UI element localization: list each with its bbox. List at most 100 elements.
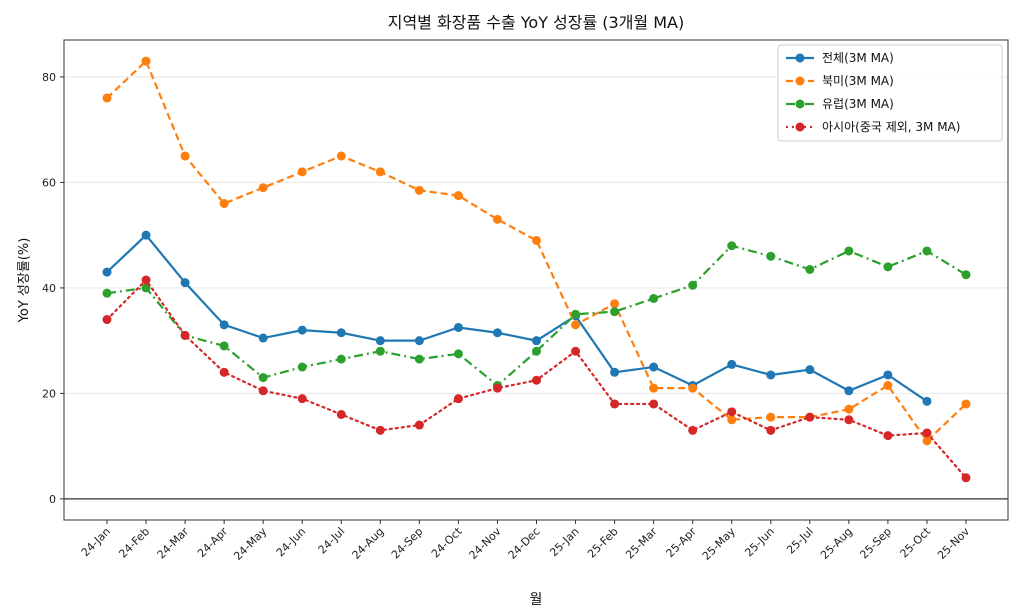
x-tick-label: 25-Sep	[857, 525, 894, 562]
chart-title: 지역별 화장품 수출 YoY 성장률 (3개월 MA)	[388, 13, 685, 32]
y-axis-ticks: 0 20 40 60 80	[42, 71, 64, 506]
data-point	[258, 386, 268, 396]
legend-marker	[795, 122, 805, 132]
x-tick-label: 25-Feb	[585, 525, 621, 561]
data-point	[649, 293, 659, 303]
legend-marker	[795, 99, 805, 109]
data-point	[297, 167, 307, 177]
data-point	[844, 386, 854, 396]
data-point	[375, 336, 385, 346]
data-point	[492, 328, 502, 338]
data-point	[610, 367, 620, 377]
data-point	[922, 246, 932, 256]
data-point	[336, 410, 346, 420]
x-tick-label: 24-Feb	[116, 525, 152, 561]
x-tick-label: 24-Mar	[155, 525, 192, 562]
data-point	[102, 315, 112, 325]
data-point	[688, 383, 698, 393]
data-point	[610, 299, 620, 309]
data-point	[922, 436, 932, 446]
series-dashdot	[102, 241, 971, 390]
data-point	[883, 370, 893, 380]
data-point	[688, 280, 698, 290]
data-point	[180, 330, 190, 340]
legend-marker	[795, 76, 805, 86]
data-point	[961, 473, 971, 483]
data-point	[844, 246, 854, 256]
legend-label: 아시아(중국 제외, 3M MA)	[822, 120, 960, 134]
data-point	[532, 375, 541, 385]
y-tick-label: 80	[42, 71, 56, 84]
data-point	[961, 399, 971, 409]
data-point	[453, 349, 463, 359]
data-point	[922, 396, 932, 406]
data-point	[844, 404, 854, 414]
data-point	[766, 370, 776, 380]
data-point	[453, 394, 463, 404]
data-point	[297, 325, 307, 335]
data-point	[766, 251, 776, 261]
data-point	[219, 367, 229, 377]
x-tick-label: 25-Jan	[547, 525, 581, 559]
data-point	[805, 264, 815, 274]
data-point	[102, 93, 112, 103]
data-point	[180, 151, 190, 161]
data-point	[844, 415, 854, 425]
data-point	[610, 307, 620, 317]
data-point	[219, 341, 229, 351]
data-point	[375, 346, 385, 356]
data-point	[649, 362, 659, 372]
data-point	[102, 267, 112, 277]
series-line	[106, 233, 928, 403]
x-tick-label: 25-Apr	[664, 525, 700, 561]
series-group	[102, 56, 971, 483]
x-axis-label: 월	[530, 592, 543, 608]
data-point	[571, 320, 581, 330]
data-point	[688, 425, 698, 435]
data-point	[297, 362, 307, 372]
x-tick-label: 25-Jun	[742, 525, 777, 560]
data-point	[727, 359, 737, 369]
x-tick-label: 24-Oct	[429, 524, 465, 560]
data-point	[727, 407, 737, 417]
data-point	[336, 151, 346, 161]
data-point	[414, 336, 424, 346]
x-tick-label: 25-Aug	[818, 525, 855, 562]
data-point	[492, 214, 502, 224]
data-point	[336, 354, 346, 364]
data-point	[727, 415, 737, 425]
data-point	[297, 394, 307, 404]
data-point	[414, 354, 424, 364]
series-solid	[102, 230, 932, 406]
data-point	[180, 278, 190, 288]
y-tick-label: 0	[49, 493, 56, 506]
data-point	[571, 346, 581, 356]
data-point	[492, 383, 502, 393]
data-point	[219, 199, 229, 209]
data-point	[532, 235, 541, 245]
legend-marker	[795, 53, 805, 63]
data-point	[453, 322, 463, 332]
data-point	[961, 270, 971, 280]
legend-label: 북미(3M MA)	[822, 74, 894, 88]
data-point	[336, 328, 346, 338]
data-point	[922, 428, 932, 438]
x-tick-label: 24-Apr	[195, 525, 231, 561]
data-point	[141, 275, 151, 285]
data-point	[375, 425, 385, 435]
x-tick-label: 24-Sep	[389, 525, 426, 562]
data-point	[258, 373, 268, 383]
legend-box	[777, 44, 1003, 142]
data-point	[141, 283, 151, 293]
legend-label: 전체(3M MA)	[822, 51, 894, 65]
data-point	[571, 309, 581, 319]
legend: 전체(3M MA) 북미(3M MA) 유럽(3M MA) 아시아(중국 제외, 3M…	[777, 44, 1003, 142]
data-point	[219, 320, 229, 330]
x-tick-label: 24-Nov	[466, 525, 503, 562]
x-tick-label: 25-Mar	[623, 525, 660, 562]
series-line	[106, 59, 967, 443]
y-tick-label: 20	[42, 387, 56, 400]
data-point	[375, 167, 385, 177]
x-axis-ticks: 24-Jan 24-Feb 24-Mar 24-Apr 24-May 24-Jun 24-J…	[79, 520, 972, 563]
